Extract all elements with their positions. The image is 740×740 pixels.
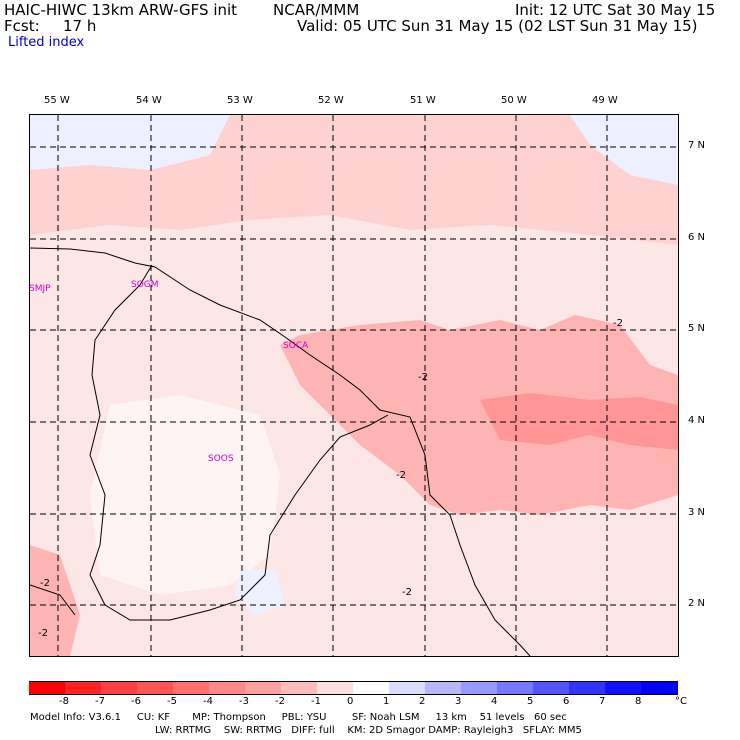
model-info-line2: LW: RRTMG SW: RRTMG DIFF: full KM: 2D Sm…: [155, 725, 582, 736]
color-bar-swatch: [173, 681, 210, 695]
station-label: SOCA: [283, 341, 309, 351]
lat-label: 3 N: [688, 507, 706, 518]
valid-time: Valid: 05 UTC Sun 31 May 15 (02 LST Sun …: [297, 17, 698, 35]
lon-label: 52 W: [318, 95, 344, 106]
shade-region: [480, 393, 678, 450]
positive-region: [30, 115, 230, 170]
color-bar-swatch: [209, 681, 246, 695]
color-bar-tick: -4: [203, 696, 213, 707]
lat-label: 6 N: [688, 232, 706, 243]
color-bar-swatch: [65, 681, 102, 695]
color-bar-tick: -2: [275, 696, 285, 707]
color-bar-swatch: [353, 681, 390, 695]
lon-label: 54 W: [136, 95, 162, 106]
station-label: SOOS: [208, 454, 234, 464]
lat-lon-grid: [30, 115, 678, 656]
contour-label: -2: [40, 578, 50, 589]
color-bar-tick: 5: [527, 696, 534, 707]
color-bar-tick: 6: [563, 696, 570, 707]
lon-label: 49 W: [592, 95, 618, 106]
color-bar-swatch: [533, 681, 570, 695]
color-bar-tick: 8: [635, 696, 642, 707]
contour-label: -2: [613, 318, 623, 329]
lifted-index-map: [30, 115, 678, 656]
color-bar-tick: -8: [59, 696, 69, 707]
init-time: Init: 12 UTC Sat 30 May 15: [515, 1, 716, 19]
color-bar-swatch: [317, 681, 354, 695]
lat-label: 7 N: [688, 140, 706, 151]
color-bar-swatch: [245, 681, 282, 695]
positive-region: [570, 115, 678, 185]
forecast-label: Fcst:: [4, 17, 40, 35]
contour-label: -2: [402, 587, 412, 598]
lon-label: 51 W: [410, 95, 436, 106]
color-bar-tick: 7: [599, 696, 606, 707]
color-bar-tick: -5: [167, 696, 177, 707]
lon-label: 53 W: [227, 95, 253, 106]
contour-label: -2: [38, 628, 48, 639]
color-bar-swatch: [497, 681, 534, 695]
color-bar-swatch: [29, 681, 66, 695]
color-bar-swatch: [101, 681, 138, 695]
color-bar-tick: 4: [491, 696, 498, 707]
lat-label: 5 N: [688, 323, 706, 334]
color-bar-swatch: [389, 681, 426, 695]
color-bar-tick: 2: [419, 696, 426, 707]
color-bar-swatch: [605, 681, 642, 695]
color-bar-tick: 1: [383, 696, 390, 707]
color-bar-tick: 3: [455, 696, 462, 707]
institution-label: NCAR/MMM: [273, 1, 360, 19]
shade-region: [90, 395, 280, 595]
station-label: SMJP: [29, 284, 51, 294]
color-bar-swatch: [425, 681, 462, 695]
color-bar-swatch: [137, 681, 174, 695]
field-name: Lifted index: [8, 35, 85, 50]
color-bar-tick: -1: [311, 696, 321, 707]
positive-region: [235, 570, 285, 615]
map-panel: [29, 114, 679, 657]
lon-label: 55 W: [44, 95, 70, 106]
color-bar-tick: -6: [131, 696, 141, 707]
color-bar-swatch: [569, 681, 606, 695]
color-bar-swatch: [461, 681, 498, 695]
contour-label: -2: [396, 470, 406, 481]
color-bar-tick: -3: [239, 696, 249, 707]
color-bar-tick: -7: [95, 696, 105, 707]
color-bar-swatch: [641, 681, 678, 695]
station-label: SOGM: [131, 280, 159, 290]
lat-label: 4 N: [688, 415, 706, 426]
forecast-hour: 17 h: [63, 17, 97, 35]
shade-region: [30, 545, 80, 656]
lat-label: 2 N: [688, 598, 706, 609]
model-title: HAIC-HIWC 13km ARW-GFS init: [4, 1, 238, 19]
color-bar-tick: 0: [347, 696, 354, 707]
coastline: [30, 247, 531, 656]
contour-label: -2: [418, 372, 428, 383]
shade-region: [280, 315, 678, 515]
model-info-line1: Model Info: V3.6.1 CU: KF MP: Thompson P…: [30, 712, 567, 723]
lon-label: 50 W: [501, 95, 527, 106]
color-bar-swatch: [281, 681, 318, 695]
color-bar-unit: °C: [675, 696, 687, 707]
